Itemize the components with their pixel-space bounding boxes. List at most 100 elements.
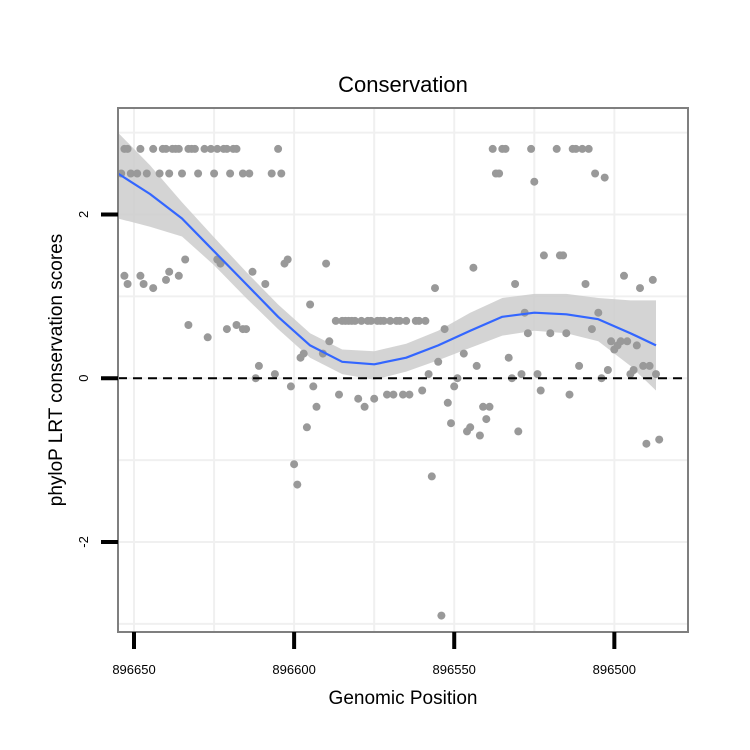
data-point (459, 349, 468, 358)
data-point (245, 169, 254, 178)
data-point (632, 341, 641, 350)
data-point (546, 329, 555, 338)
data-point (559, 251, 568, 260)
x-tick-label: 896550 (433, 662, 476, 677)
data-point (136, 271, 145, 280)
x-tick-label: 896600 (272, 662, 315, 677)
data-point (283, 255, 292, 264)
data-point (395, 316, 404, 325)
data-point (174, 144, 183, 153)
data-point (360, 402, 369, 411)
data-point (123, 144, 132, 153)
x-axis-title: Genomic Position (329, 688, 478, 709)
data-point (222, 325, 231, 334)
confidence-band (118, 132, 656, 391)
data-point (270, 370, 279, 379)
data-point (636, 284, 644, 293)
data-point (194, 169, 203, 178)
data-point (254, 361, 263, 370)
data-point (424, 370, 433, 379)
data-point (299, 349, 308, 358)
data-point (120, 271, 129, 280)
data-point (501, 144, 510, 153)
data-point (351, 316, 359, 325)
data-point (184, 321, 193, 329)
data-point (354, 394, 363, 403)
data-point (206, 144, 215, 153)
data-point (655, 435, 664, 444)
data-point (286, 382, 295, 391)
data-point (600, 173, 609, 182)
data-point (581, 280, 590, 288)
data-point (421, 316, 430, 325)
smooth-line-layer (117, 172, 657, 366)
data-point (437, 611, 446, 620)
data-point (450, 382, 459, 391)
x-axis: 896650 896600 896550 896500 (112, 632, 636, 677)
data-point (379, 316, 388, 325)
data-point (440, 325, 449, 334)
data-point (331, 316, 340, 325)
data-point (495, 169, 504, 178)
data-point (222, 144, 231, 153)
data-point (126, 169, 135, 178)
data-point (578, 144, 587, 153)
data-point (232, 321, 241, 329)
data-point (575, 361, 584, 370)
y-tick-label: 0 (76, 375, 91, 382)
data-point (312, 402, 321, 411)
data-point (335, 390, 343, 399)
data-point (472, 361, 481, 370)
data-point (536, 386, 545, 395)
data-point (584, 144, 593, 153)
data-point (469, 263, 478, 272)
data-point (623, 337, 632, 346)
data-point (357, 316, 366, 325)
data-point (216, 259, 225, 268)
confidence-band-layer (118, 132, 656, 391)
data-point (645, 361, 654, 370)
data-point (466, 423, 475, 432)
data-point (447, 419, 455, 428)
data-point (482, 415, 491, 424)
data-point (267, 169, 276, 178)
data-point (504, 353, 513, 362)
data-point (136, 144, 145, 153)
data-point (178, 169, 186, 178)
data-point (162, 144, 170, 153)
data-point (434, 357, 443, 366)
data-point (427, 472, 436, 481)
data-point (123, 280, 132, 288)
data-point (475, 431, 484, 440)
data-point (415, 316, 423, 325)
data-point (370, 394, 379, 403)
smooth-line (117, 172, 657, 366)
data-point (226, 169, 235, 178)
x-tick-label: 896500 (593, 662, 636, 677)
data-point (648, 275, 657, 284)
data-point (232, 144, 241, 153)
data-point (479, 402, 488, 411)
y-tick-label: 2 (76, 211, 91, 218)
data-point (591, 169, 600, 178)
data-point (162, 275, 170, 284)
data-point (418, 386, 427, 395)
data-point (155, 169, 164, 178)
data-point (242, 325, 251, 334)
data-point (322, 259, 331, 268)
points-layer (117, 144, 664, 620)
data-point (603, 366, 612, 374)
data-point (485, 402, 494, 411)
data-point (133, 169, 142, 178)
data-point (527, 144, 536, 153)
y-tick-label: -2 (76, 536, 91, 548)
data-point (607, 337, 616, 346)
data-point (523, 329, 532, 338)
data-point (261, 280, 270, 288)
data-point (488, 144, 497, 153)
data-point (139, 280, 148, 288)
data-point (431, 284, 439, 293)
data-point (389, 390, 398, 399)
data-point (165, 169, 174, 178)
